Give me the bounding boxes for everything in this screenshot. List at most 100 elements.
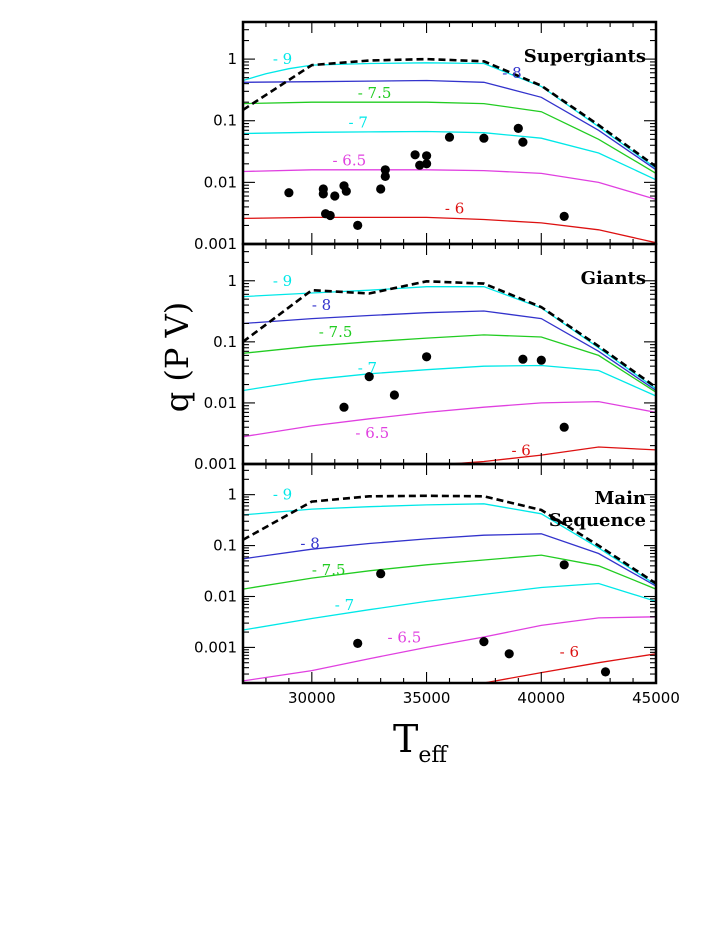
- plot-area-giants: [243, 279, 656, 464]
- curve-line-mvminus6.5: [243, 169, 656, 201]
- data-point: [325, 210, 335, 221]
- x-axis-label-sub: eff: [418, 743, 448, 768]
- curve-line-mvminus6: [449, 446, 656, 464]
- panel-main-sequence: - 9 - 8 - 7.5 - 7 - 6.5 - 6 0.001 0.01 0.1 1 MainS…: [194, 462, 658, 685]
- y-tick-label: 0.001: [194, 638, 237, 656]
- curve-label-mvminus9: - 9: [273, 50, 292, 68]
- panel-supergiants: - 9 - 8 - 7.5 - 7 - 6.5 - 6 0.001 0.01 0.1 1 Super…: [194, 20, 658, 253]
- x-tick-label: 35000: [403, 689, 451, 707]
- y-tick-label: 1: [227, 272, 237, 290]
- data-point: [479, 637, 489, 647]
- panel-title-giants: Giants: [581, 268, 646, 289]
- data-point: [513, 123, 523, 133]
- data-point: [600, 667, 611, 677]
- plot-area-supergiants: [243, 57, 656, 244]
- data-point: [339, 402, 349, 412]
- data-point: [479, 133, 489, 143]
- curve-line-mvminus8: [243, 79, 656, 171]
- panels-group: - 9 - 8 - 7.5 - 7 - 6.5 - 6 0.001 0.01 0.1 1 Super…: [194, 20, 680, 707]
- curve-label-mvminus9: - 9: [273, 486, 292, 504]
- envelope-dashed-line: [243, 279, 656, 389]
- curve-line-mvminus6: [483, 653, 656, 683]
- curve-line-mvminus6: [243, 216, 656, 244]
- x-axis-label: Teff: [393, 717, 448, 768]
- curve-line-mvminus7: [243, 582, 656, 631]
- data-point: [415, 160, 425, 170]
- curve-label-mvminus8: - 8: [300, 534, 319, 552]
- data-point: [559, 211, 569, 221]
- data-point: [380, 171, 390, 181]
- data-point: [559, 560, 569, 570]
- data-point: [389, 390, 399, 400]
- data-point: [318, 189, 328, 199]
- curve-label-mvminus7: - 7: [358, 359, 377, 377]
- curve-line-mvminus8: [243, 310, 656, 392]
- curve-line-mvminus7: [243, 364, 656, 397]
- y-tick-label: 0.01: [204, 173, 237, 191]
- envelope-dashed-line: [243, 57, 656, 168]
- curve-label-mvminus6: - 6: [511, 442, 530, 460]
- data-point: [380, 165, 390, 175]
- curve-label-mvminus6: - 6: [445, 199, 464, 217]
- data-point: [518, 137, 528, 147]
- curve-line-mvminus7: [243, 130, 656, 181]
- y-tick-label: 0.001: [194, 455, 237, 473]
- curve-line-mvminus9: [243, 286, 656, 390]
- data-point: [376, 184, 386, 194]
- envelope-dashed-line: [243, 494, 656, 585]
- panel-giants: - 9 - 8 - 7.5 - 7 - 6.5 - 6 0.001 0.01 0.1 1 Giant…: [194, 242, 658, 473]
- panel-title-main-sequence: Sequence: [549, 510, 646, 531]
- data-point: [284, 188, 294, 198]
- curve-label-mvminus7: - 7: [335, 596, 354, 614]
- data-point: [353, 638, 363, 649]
- x-axis-label-main: T: [393, 717, 418, 761]
- y-tick-label: 0.01: [204, 587, 237, 605]
- y-tick-label: 0.01: [204, 394, 237, 412]
- curve-label-mvminus7.5: - 7.5: [319, 323, 353, 341]
- data-point: [410, 150, 420, 160]
- curve-label-mvminus6.5: - 6.5: [355, 424, 389, 442]
- data-point: [353, 220, 363, 230]
- data-point: [536, 355, 546, 365]
- x-tick-label: 40000: [517, 689, 565, 707]
- curve-label-mvminus6: - 6: [560, 643, 579, 661]
- data-point: [364, 372, 374, 382]
- curve-label-mvminus7.5: - 7.5: [358, 84, 392, 102]
- data-point: [376, 569, 386, 579]
- curve-line-mvminus7.5: [243, 554, 656, 590]
- y-tick-label: 1: [227, 486, 237, 504]
- data-point: [422, 159, 432, 169]
- panel-title-main-sequence: Main: [594, 488, 646, 509]
- x-tick-label: 45000: [632, 689, 680, 707]
- panel-title-supergiants: Supergiants: [524, 46, 646, 67]
- curve-label-mvminus7.5: - 7.5: [312, 561, 346, 579]
- data-point: [422, 151, 432, 161]
- x-tick-label: 30000: [288, 689, 336, 707]
- curve-line-mvminus6.5: [243, 616, 656, 682]
- curve-label-mvminus7: - 7: [349, 114, 368, 132]
- curve-label-mvminus8: - 8: [312, 296, 331, 314]
- curve-label-mvminus6.5: - 6.5: [388, 629, 422, 647]
- y-tick-label: 0.1: [213, 112, 237, 130]
- y-tick-label: 1: [227, 50, 237, 68]
- y-axis-label: q (P V): [158, 302, 196, 412]
- data-point: [559, 422, 569, 432]
- curve-line-mvminus9: [243, 503, 656, 586]
- y-tick-label: 0.1: [213, 333, 237, 351]
- data-point: [341, 186, 351, 196]
- curve-line-mvminus8: [243, 533, 656, 587]
- data-point: [422, 352, 432, 362]
- data-point: [504, 649, 514, 659]
- curve-line-mvminus7.5: [243, 334, 656, 393]
- curve-line-mvminus6.5: [243, 400, 656, 438]
- y-tick-label: 0.1: [213, 537, 237, 555]
- data-point: [330, 191, 340, 201]
- data-point: [518, 354, 528, 364]
- plot-area-main-sequence: [243, 494, 656, 683]
- data-point: [444, 132, 455, 142]
- curve-label-mvminus6.5: - 6.5: [332, 152, 366, 170]
- curve-line-mvminus7.5: [243, 101, 656, 174]
- y-tick-label: 0.001: [194, 235, 237, 253]
- curve-label-mvminus9: - 9: [273, 272, 292, 290]
